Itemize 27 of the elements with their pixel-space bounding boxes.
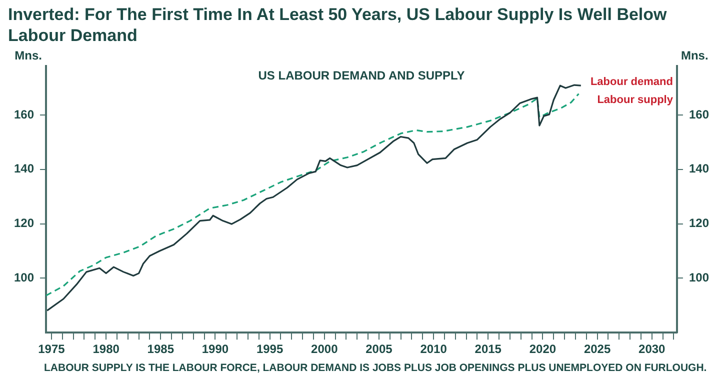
x-tick-label: 2025 [584,342,611,356]
y-tick-label: 160 [14,107,34,122]
x-tick-label: 2010 [420,342,448,356]
chart-subtitle: US LABOUR DEMAND AND SUPPLY [258,68,465,82]
y2-tick-label: 120 [688,216,710,230]
x-tick-label: 2000 [311,342,338,356]
x-tick-label: 2030 [638,342,666,356]
x-tick-label: 1990 [202,342,229,356]
y-axis-title: Mns. [14,48,42,62]
y-tick-label: 100 [14,270,34,285]
y2-axis-title: Mns. [680,48,708,62]
series-label: Labour supply [597,94,674,106]
y-tick-label: 140 [14,162,34,176]
x-tick-label: 2015 [474,342,502,356]
chart-title: Inverted: For The First Time In At Least 50 Years, US Labour Supply Is Well Below Labour Demand [7,4,668,47]
y2-tick-label: 100 [688,270,710,285]
x-tick-label: 2005 [366,342,393,356]
series-label: Labour demand [590,76,673,88]
x-tick-label: 1980 [92,342,120,356]
x-tick-label: 2020 [529,342,556,356]
y-tick-label: 120 [14,216,34,230]
y2-tick-label: 140 [688,162,710,176]
y2-tick-label: 160 [688,107,710,122]
text: LABOUR SUPPLY IS THE LABOUR FORCE, LABOUR DEMAND IS JOBS PLUS JOB OPENINGS PLUS UNEMPLOYED ON FURLOUGH. [43,361,708,374]
x-tick-label: 1975 [38,342,66,356]
x-tick-label: 1995 [256,342,284,356]
x-tick-label: 1985 [147,342,174,356]
